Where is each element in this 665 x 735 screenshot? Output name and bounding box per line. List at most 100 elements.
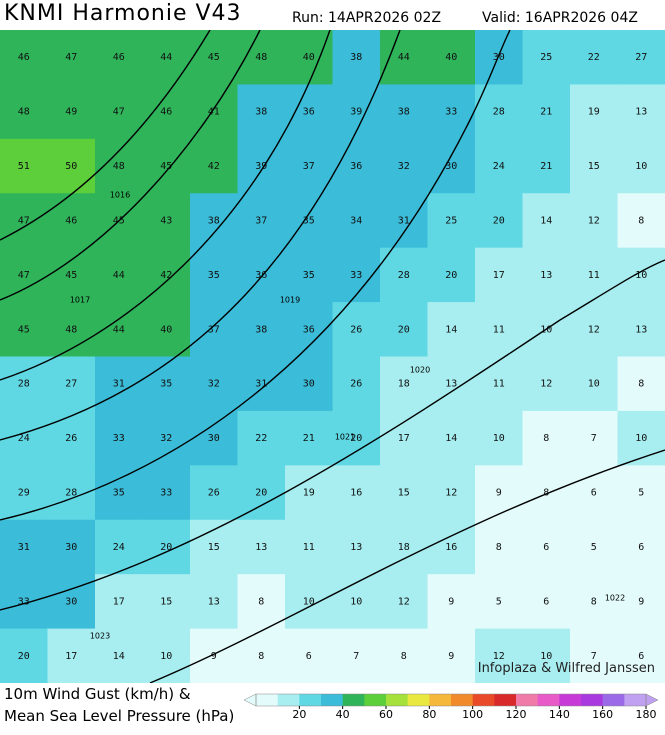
wind-value: 47 [18, 215, 30, 226]
wind-value: 9 [638, 596, 644, 607]
wind-value: 25 [540, 52, 552, 63]
wind-cell [332, 356, 381, 412]
wind-cell [47, 193, 96, 249]
wind-cell [95, 30, 143, 85]
wind-value: 30 [65, 596, 77, 607]
wind-value: 12 [445, 488, 457, 499]
wind-value: 37 [303, 161, 315, 172]
wind-value: 42 [160, 270, 172, 281]
wind-value: 15 [588, 161, 600, 172]
wind-cell [522, 574, 571, 630]
wind-value: 6 [306, 651, 312, 662]
wind-value: 46 [160, 107, 172, 118]
wind-value: 9 [448, 596, 454, 607]
wind-cell [190, 84, 238, 140]
wind-value: 46 [65, 215, 77, 226]
wind-cell [47, 302, 96, 357]
colorbar-bin [559, 694, 582, 706]
wind-cell [617, 356, 665, 412]
isobar-label: 1020 [410, 366, 430, 375]
wind-value: 8 [543, 433, 549, 444]
wind-value: 10 [588, 379, 600, 390]
wind-cell [47, 410, 96, 466]
wind-value: 14 [113, 651, 125, 662]
wind-cell [47, 628, 96, 684]
wind-value: 12 [588, 215, 600, 226]
wind-value: 5 [638, 488, 644, 499]
wind-cell [522, 356, 571, 412]
wind-cell [237, 465, 286, 521]
wind-value: 14 [445, 433, 457, 444]
wind-cell [142, 465, 191, 521]
wind-value: 28 [18, 379, 30, 390]
wind-cell [0, 519, 48, 575]
wind-value: 13 [350, 542, 362, 553]
wind-cell [380, 519, 428, 575]
wind-cell [570, 628, 618, 684]
footer [0, 683, 665, 735]
isobar-label: 1022 [605, 594, 625, 603]
wind-cell [475, 519, 523, 575]
wind-cell [285, 574, 333, 630]
wind-cell [380, 138, 428, 194]
wind-cell [142, 138, 191, 194]
wind-cell [522, 193, 571, 249]
wind-cell [332, 519, 381, 575]
wind-value: 30 [65, 542, 77, 553]
wind-value: 17 [398, 433, 410, 444]
wind-cell [237, 193, 286, 249]
wind-cell [380, 193, 428, 249]
colorbar-tick-label: 80 [422, 708, 436, 721]
isobar [0, 29, 211, 241]
wind-value: 38 [255, 107, 267, 118]
wind-cell [475, 465, 523, 521]
title: KNMI Harmonie V43 [4, 1, 242, 26]
wind-value: 8 [496, 542, 502, 553]
wind-cell [617, 30, 665, 85]
wind-value: 20 [493, 215, 505, 226]
wind-value: 8 [638, 215, 644, 226]
wind-value: 36 [303, 107, 315, 118]
wind-cell [142, 356, 191, 412]
wind-cell [522, 410, 571, 466]
wind-cell [190, 574, 238, 630]
colorbar-bin [429, 694, 452, 706]
wind-value: 11 [588, 270, 600, 281]
wind-cell [522, 465, 571, 521]
wind-value: 9 [211, 651, 217, 662]
wind-value: 33 [350, 270, 362, 281]
colorbar-bin [407, 694, 430, 706]
wind-cell [617, 302, 665, 357]
wind-cell [0, 302, 48, 357]
wind-cell [475, 247, 523, 303]
wind-value: 12 [540, 379, 552, 390]
wind-cell [47, 247, 96, 303]
isobar [0, 29, 261, 301]
wind-value: 8 [401, 651, 407, 662]
wind-value: 30 [303, 379, 315, 390]
wind-cell [237, 628, 286, 684]
wind-cell [95, 465, 143, 521]
wind-value: 31 [255, 379, 267, 390]
wind-value: 18 [398, 542, 410, 553]
wind-value: 6 [543, 596, 549, 607]
wind-cell [285, 193, 333, 249]
wind-cell [475, 628, 523, 684]
valid-time: Valid: 16APR2026 04Z [482, 10, 638, 26]
wind-cell [285, 30, 333, 85]
wind-value: 16 [350, 488, 362, 499]
wind-value: 8 [543, 488, 549, 499]
wind-value: 12 [588, 324, 600, 335]
wind-cell [0, 465, 48, 521]
wind-value: 5 [496, 596, 502, 607]
wind-cell [427, 138, 476, 194]
wind-value: 13 [445, 379, 457, 390]
wind-cell [570, 356, 618, 412]
wind-value: 38 [398, 107, 410, 118]
wind-cell [285, 465, 333, 521]
wind-value: 35 [303, 215, 315, 226]
wind-cell [142, 410, 191, 466]
wind-cell [475, 193, 523, 249]
wind-cell [332, 465, 381, 521]
wind-cell [190, 356, 238, 412]
